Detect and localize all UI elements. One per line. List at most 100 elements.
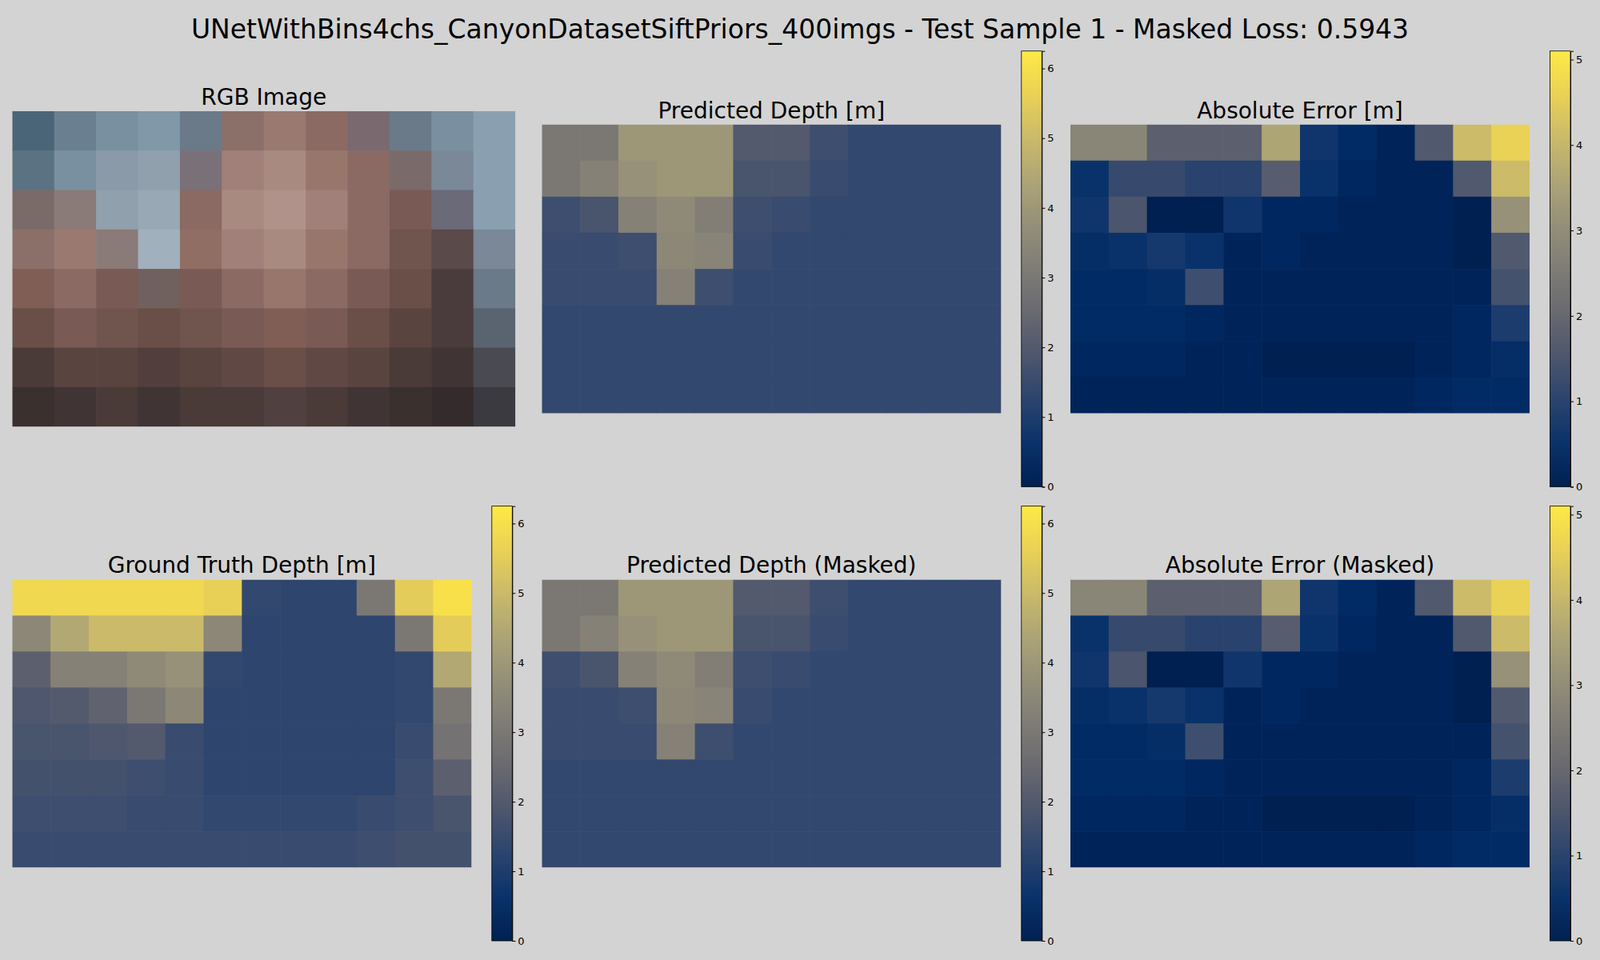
colorbar-axis: 012345 — [1570, 506, 1583, 948]
heat-cell — [618, 376, 657, 413]
heat-cell — [580, 723, 619, 760]
heat-cell — [1223, 232, 1262, 270]
heat-cell — [318, 831, 357, 868]
heat-cell — [1070, 232, 1109, 270]
heat-cell — [924, 376, 964, 413]
heat-cell — [848, 831, 887, 868]
heat-cell — [732, 795, 772, 832]
heat-cell — [1147, 160, 1186, 198]
tick-mark — [1041, 871, 1045, 872]
heat-cell — [771, 651, 810, 688]
heat-cell — [1338, 376, 1377, 413]
heat-cell — [848, 304, 887, 342]
image-pixel — [389, 268, 432, 309]
background — [0, 0, 1600, 960]
tick: 5 — [1570, 53, 1583, 66]
colorbar-ramp — [1021, 506, 1043, 941]
heat-cell — [1414, 795, 1453, 832]
heat-cell — [88, 795, 128, 832]
heat-cell — [127, 687, 166, 724]
heat-cell — [356, 651, 396, 688]
tick-label: 1 — [1047, 865, 1054, 878]
heat-cell — [962, 124, 1001, 162]
image-pixel — [389, 150, 432, 191]
heat-cell — [618, 340, 657, 378]
heat-cell — [848, 687, 887, 724]
tick: 5 — [1570, 508, 1583, 521]
image-pixel — [96, 229, 139, 270]
heat-cell — [1414, 831, 1453, 868]
heat-cell — [1376, 160, 1416, 198]
heat-cell — [395, 651, 434, 688]
image-pixel — [12, 150, 55, 191]
heat-cell — [1223, 160, 1262, 198]
heat-cell — [1070, 304, 1109, 342]
heat-cell — [1376, 723, 1416, 760]
heat-cell — [1108, 124, 1148, 162]
panel-title: Ground Truth Depth [m] — [108, 552, 376, 579]
heat-cell — [395, 615, 434, 652]
heat-cell — [1185, 651, 1224, 688]
heat-cell — [1376, 124, 1416, 162]
heat-cell — [1452, 723, 1492, 760]
heat-cell — [924, 795, 964, 832]
image-pixel — [473, 268, 516, 309]
heat-cell — [318, 579, 357, 616]
heat-cell — [848, 615, 887, 652]
heat-cell — [356, 795, 396, 832]
heat-cell — [1491, 795, 1530, 832]
heat-cell — [886, 615, 925, 652]
heat-cell — [809, 340, 848, 378]
image-pixel — [305, 150, 348, 191]
heat-cell — [50, 723, 89, 760]
heat-cell — [1376, 651, 1416, 688]
heat-cell — [656, 160, 696, 198]
figure: UNetWithBins4chs_CanyonDatasetSiftPriors… — [0, 0, 1600, 960]
heat-cell — [50, 795, 89, 832]
heat-cell — [241, 723, 280, 760]
heat-cell — [924, 124, 964, 162]
heat-cell — [541, 124, 580, 162]
heat-cell — [432, 687, 472, 724]
image-pixel — [473, 111, 516, 152]
heat-cell — [241, 579, 280, 616]
heat-cell — [356, 615, 396, 652]
image-pixel — [431, 348, 474, 388]
colorbar-axis-line — [1571, 506, 1575, 941]
heat-cell — [1491, 304, 1530, 342]
heat-cell — [924, 160, 964, 198]
heat-cell — [1261, 723, 1300, 760]
image-pixel — [12, 190, 55, 231]
heat-cell — [241, 687, 280, 724]
heat-cell — [280, 795, 319, 832]
image-pixel — [54, 111, 97, 152]
heat-cell — [962, 376, 1001, 413]
colorbar-axis-line — [1042, 51, 1046, 488]
image-pixel — [473, 308, 516, 348]
heat-cell — [1185, 615, 1224, 652]
tick: 5 — [1041, 132, 1054, 144]
heat-cell — [886, 651, 925, 688]
heat-cell — [809, 304, 848, 342]
heat-cell — [1300, 723, 1339, 760]
heat-cell — [1414, 160, 1453, 198]
heat-cell — [886, 268, 925, 306]
heat-cell — [1108, 759, 1148, 796]
heat-cell — [771, 196, 810, 234]
heat-cell — [50, 831, 89, 868]
heat-cell — [1147, 651, 1186, 688]
tick-mark — [512, 523, 516, 524]
panel-title: Absolute Error (Masked) — [1165, 552, 1435, 579]
image-pixel — [180, 387, 223, 427]
cells — [541, 579, 1001, 868]
tick-mark — [1570, 684, 1574, 686]
heat-cell — [656, 723, 696, 760]
heat-cell — [771, 232, 810, 270]
heat-cell — [541, 651, 580, 688]
heat-cell — [886, 723, 925, 760]
tick-mark — [1570, 401, 1574, 403]
heat-cell — [1223, 340, 1262, 378]
image-pixel — [264, 268, 307, 309]
heat-cell — [1070, 376, 1109, 413]
heat-cell — [395, 723, 434, 760]
